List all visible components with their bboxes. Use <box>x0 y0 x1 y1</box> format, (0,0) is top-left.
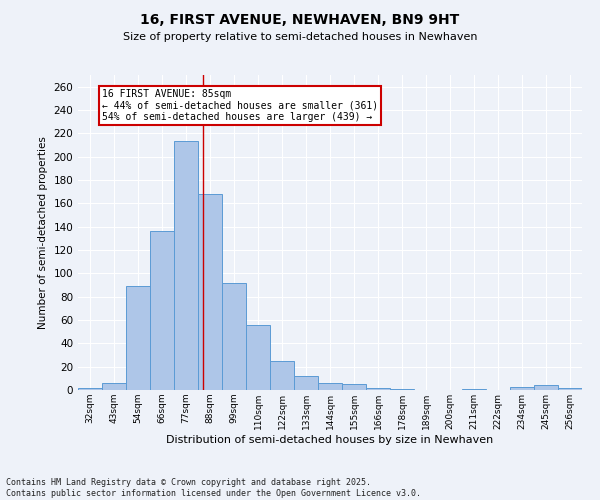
Bar <box>558 388 582 390</box>
Bar <box>246 324 270 390</box>
Bar <box>534 386 558 390</box>
Bar <box>150 232 174 390</box>
Y-axis label: Number of semi-detached properties: Number of semi-detached properties <box>38 136 48 329</box>
Bar <box>294 376 318 390</box>
Bar <box>222 282 246 390</box>
Bar <box>462 389 486 390</box>
Bar <box>78 388 102 390</box>
Text: Contains HM Land Registry data © Crown copyright and database right 2025.
Contai: Contains HM Land Registry data © Crown c… <box>6 478 421 498</box>
Text: Size of property relative to semi-detached houses in Newhaven: Size of property relative to semi-detach… <box>123 32 477 42</box>
Bar <box>510 386 534 390</box>
Bar <box>198 194 222 390</box>
Bar <box>126 286 150 390</box>
Bar <box>390 389 414 390</box>
Bar <box>318 383 342 390</box>
Bar <box>102 383 126 390</box>
Bar <box>270 361 294 390</box>
Text: 16, FIRST AVENUE, NEWHAVEN, BN9 9HT: 16, FIRST AVENUE, NEWHAVEN, BN9 9HT <box>140 12 460 26</box>
Text: 16 FIRST AVENUE: 85sqm
← 44% of semi-detached houses are smaller (361)
54% of se: 16 FIRST AVENUE: 85sqm ← 44% of semi-det… <box>102 89 378 122</box>
X-axis label: Distribution of semi-detached houses by size in Newhaven: Distribution of semi-detached houses by … <box>166 434 494 444</box>
Bar <box>366 388 390 390</box>
Bar <box>342 384 366 390</box>
Bar <box>174 142 198 390</box>
